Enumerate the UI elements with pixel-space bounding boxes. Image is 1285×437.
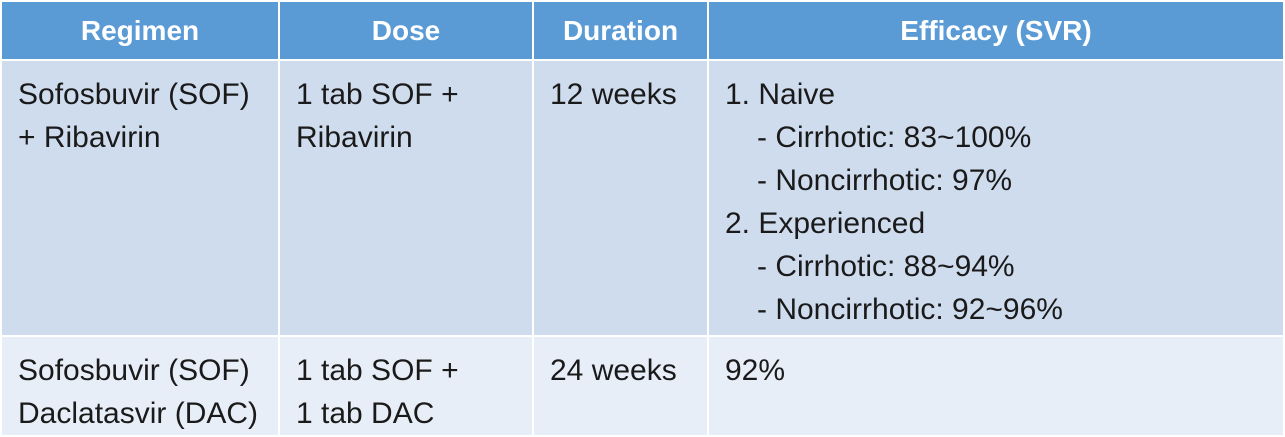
efficacy-experienced-label: 2. Experienced — [725, 207, 926, 240]
dose-cell: 1 tab SOF + Ribavirin — [278, 59, 534, 337]
efficacy-value: 92% — [725, 354, 786, 387]
efficacy-experienced-noncirrhotic: - Noncirrhotic: 92~96% — [757, 293, 1063, 326]
efficacy-naive-noncirrhotic: - Noncirrhotic: 97% — [757, 164, 1013, 197]
header-duration: Duration — [532, 0, 709, 61]
regimen-line: Daclatasvir (DAC) — [18, 397, 259, 430]
efficacy-naive-cirrhotic: - Cirrhotic: 83~100% — [757, 121, 1032, 154]
efficacy-cell: 1. Naive - Cirrhotic: 83~100% - Noncirrh… — [707, 59, 1285, 337]
efficacy-naive-label: 1. Naive — [725, 78, 836, 111]
dose-line: 1 tab SOF + — [296, 354, 459, 387]
dose-line: Ribavirin — [296, 121, 413, 154]
regimen-cell: Sofosbuvir (SOF) Daclatasvir (DAC) — [0, 335, 280, 437]
duration-cell: 24 weeks — [532, 335, 709, 437]
dose-cell: 1 tab SOF + 1 tab DAC — [278, 335, 534, 437]
dose-line: 1 tab DAC — [296, 397, 435, 430]
regimen-cell: Sofosbuvir (SOF) + Ribavirin — [0, 59, 280, 337]
duration-value: 24 weeks — [550, 354, 677, 387]
duration-cell: 12 weeks — [532, 59, 709, 337]
table-row: Sofosbuvir (SOF) Daclatasvir (DAC) 1 tab… — [0, 335, 1285, 437]
efficacy-cell: 92% — [707, 335, 1285, 437]
header-dose: Dose — [278, 0, 534, 61]
regimen-line: Sofosbuvir (SOF) — [18, 354, 250, 387]
efficacy-experienced-cirrhotic: - Cirrhotic: 88~94% — [757, 250, 1015, 283]
table-row: Sofosbuvir (SOF) + Ribavirin 1 tab SOF +… — [0, 59, 1285, 337]
header-regimen: Regimen — [0, 0, 280, 61]
header-row: Regimen Dose Duration Efficacy (SVR) — [0, 0, 1285, 61]
regimen-line: + Ribavirin — [18, 121, 161, 154]
header-efficacy: Efficacy (SVR) — [707, 0, 1285, 61]
regimen-line: Sofosbuvir (SOF) — [18, 78, 250, 111]
dose-line: 1 tab SOF + — [296, 78, 459, 111]
duration-value: 12 weeks — [550, 78, 677, 111]
